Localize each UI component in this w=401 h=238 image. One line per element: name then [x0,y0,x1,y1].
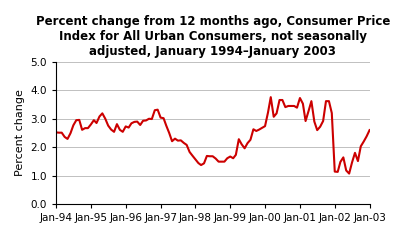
Title: Percent change from 12 months ago, Consumer Price
Index for All Urban Consumers,: Percent change from 12 months ago, Consu… [36,15,390,58]
Y-axis label: Percent change: Percent change [15,89,25,176]
